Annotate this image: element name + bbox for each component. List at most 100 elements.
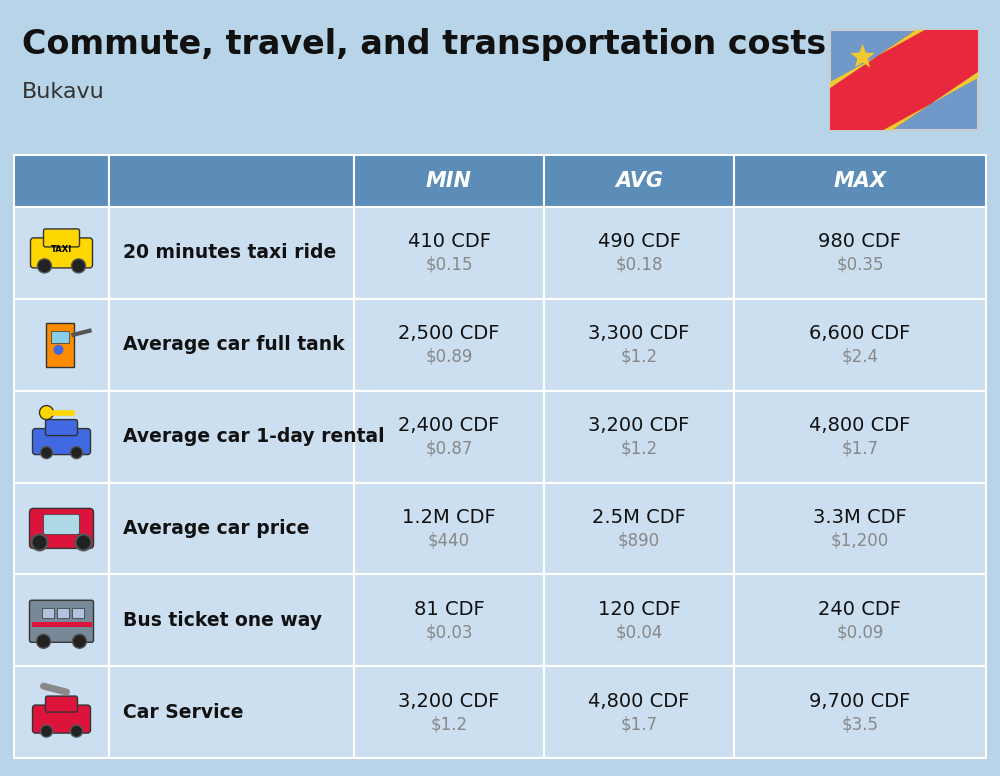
Text: $1.7: $1.7 (620, 715, 658, 733)
Text: 2.5M CDF: 2.5M CDF (592, 508, 686, 527)
Text: Average car 1-day rental: Average car 1-day rental (123, 427, 385, 446)
FancyBboxPatch shape (354, 574, 544, 666)
FancyBboxPatch shape (544, 207, 734, 299)
Circle shape (40, 446, 52, 459)
Text: $0.89: $0.89 (425, 348, 473, 365)
FancyBboxPatch shape (354, 155, 544, 207)
FancyBboxPatch shape (72, 608, 84, 618)
Text: 3.3M CDF: 3.3M CDF (813, 508, 907, 527)
Text: $0.03: $0.03 (425, 623, 473, 641)
FancyBboxPatch shape (734, 483, 986, 574)
Text: 980 CDF: 980 CDF (818, 233, 902, 251)
Text: $2.4: $2.4 (842, 348, 879, 365)
FancyBboxPatch shape (109, 666, 354, 758)
Text: 3,300 CDF: 3,300 CDF (588, 324, 690, 343)
Text: 490 CDF: 490 CDF (598, 233, 680, 251)
Polygon shape (850, 44, 875, 68)
Circle shape (70, 446, 82, 459)
Text: 20 minutes taxi ride: 20 minutes taxi ride (123, 244, 336, 262)
Text: 4,800 CDF: 4,800 CDF (809, 416, 911, 435)
FancyBboxPatch shape (544, 390, 734, 483)
FancyBboxPatch shape (544, 666, 734, 758)
Text: Bus ticket one way: Bus ticket one way (123, 611, 322, 630)
FancyBboxPatch shape (109, 390, 354, 483)
Text: $0.15: $0.15 (425, 256, 473, 274)
FancyBboxPatch shape (50, 331, 68, 343)
Text: 81 CDF: 81 CDF (414, 600, 484, 618)
FancyBboxPatch shape (734, 390, 986, 483)
Text: 120 CDF: 120 CDF (598, 600, 680, 618)
FancyBboxPatch shape (109, 299, 354, 390)
Circle shape (40, 406, 54, 420)
FancyBboxPatch shape (734, 666, 986, 758)
Text: AVG: AVG (615, 171, 663, 191)
Text: $890: $890 (618, 532, 660, 549)
Text: 9,700 CDF: 9,700 CDF (809, 691, 911, 711)
FancyBboxPatch shape (46, 696, 78, 712)
FancyBboxPatch shape (44, 514, 80, 535)
FancyBboxPatch shape (109, 483, 354, 574)
Text: 2,400 CDF: 2,400 CDF (398, 416, 500, 435)
FancyBboxPatch shape (30, 601, 94, 643)
Text: Bukavu: Bukavu (22, 82, 105, 102)
FancyBboxPatch shape (14, 299, 109, 390)
FancyBboxPatch shape (14, 483, 109, 574)
Text: 410 CDF: 410 CDF (408, 233, 490, 251)
FancyBboxPatch shape (32, 705, 90, 733)
FancyBboxPatch shape (544, 155, 734, 207)
FancyBboxPatch shape (109, 207, 354, 299)
Circle shape (72, 634, 87, 648)
FancyBboxPatch shape (109, 155, 354, 207)
FancyBboxPatch shape (354, 207, 544, 299)
Circle shape (32, 535, 48, 550)
Text: Car Service: Car Service (123, 702, 244, 722)
Polygon shape (830, 30, 925, 88)
FancyBboxPatch shape (354, 390, 544, 483)
FancyBboxPatch shape (14, 666, 109, 758)
Text: TAXI: TAXI (51, 245, 72, 255)
FancyBboxPatch shape (14, 207, 109, 299)
FancyBboxPatch shape (734, 207, 986, 299)
Text: 4,800 CDF: 4,800 CDF (588, 691, 690, 711)
Text: 240 CDF: 240 CDF (818, 600, 902, 618)
Circle shape (70, 725, 82, 737)
Text: MIN: MIN (426, 171, 472, 191)
Circle shape (40, 725, 52, 737)
FancyBboxPatch shape (46, 323, 74, 367)
FancyBboxPatch shape (30, 238, 92, 268)
Text: $1.2: $1.2 (620, 439, 658, 458)
FancyBboxPatch shape (109, 574, 354, 666)
Text: Average car full tank: Average car full tank (123, 335, 345, 355)
FancyBboxPatch shape (354, 299, 544, 390)
Text: $1.2: $1.2 (430, 715, 468, 733)
FancyBboxPatch shape (544, 299, 734, 390)
FancyBboxPatch shape (734, 155, 986, 207)
Text: 1.2M CDF: 1.2M CDF (402, 508, 496, 527)
Polygon shape (830, 30, 978, 130)
Text: Average car price: Average car price (123, 519, 310, 538)
Text: 6,600 CDF: 6,600 CDF (809, 324, 911, 343)
FancyBboxPatch shape (734, 299, 986, 390)
Text: 3,200 CDF: 3,200 CDF (588, 416, 690, 435)
FancyBboxPatch shape (14, 155, 109, 207)
FancyBboxPatch shape (544, 574, 734, 666)
Text: $0.35: $0.35 (836, 256, 884, 274)
Text: Commute, travel, and transportation costs: Commute, travel, and transportation cost… (22, 28, 826, 61)
FancyBboxPatch shape (32, 622, 92, 627)
FancyBboxPatch shape (830, 30, 978, 130)
Text: 3,200 CDF: 3,200 CDF (398, 691, 500, 711)
FancyBboxPatch shape (42, 608, 54, 618)
Text: $440: $440 (428, 532, 470, 549)
Text: $1.2: $1.2 (620, 348, 658, 365)
Text: $0.87: $0.87 (425, 439, 473, 458)
FancyBboxPatch shape (14, 574, 109, 666)
FancyBboxPatch shape (734, 574, 986, 666)
FancyBboxPatch shape (30, 508, 94, 549)
FancyBboxPatch shape (56, 608, 68, 618)
Circle shape (38, 259, 52, 273)
Text: $0.04: $0.04 (615, 623, 663, 641)
Text: $0.09: $0.09 (836, 623, 884, 641)
Text: $0.18: $0.18 (615, 256, 663, 274)
FancyBboxPatch shape (14, 390, 109, 483)
Circle shape (54, 345, 64, 355)
